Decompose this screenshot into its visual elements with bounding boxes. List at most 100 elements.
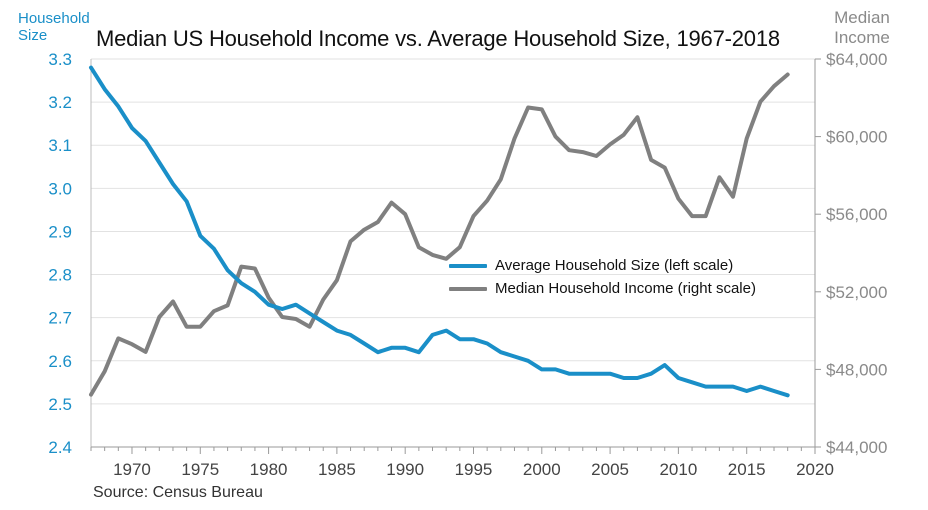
left-tick-label: 2.8: [48, 266, 72, 285]
data-point-household-size: [499, 350, 503, 354]
data-point-median-income: [403, 212, 407, 216]
data-point-median-income: [717, 175, 721, 179]
x-tick-label: 2005: [591, 460, 629, 479]
data-point-median-income: [239, 265, 243, 269]
data-point-household-size: [676, 376, 680, 380]
legend-item-median-income: Median Household Income (right scale): [449, 277, 756, 300]
data-point-household-size: [321, 320, 325, 324]
x-tick-label: 2015: [728, 460, 766, 479]
data-point-household-size: [758, 385, 762, 389]
data-point-household-size: [431, 333, 435, 337]
data-point-household-size: [553, 367, 557, 371]
data-point-household-size: [417, 350, 421, 354]
data-point-median-income: [321, 298, 325, 302]
data-point-median-income: [676, 197, 680, 201]
chart-legend: Average Household Size (left scale) Medi…: [449, 254, 756, 300]
data-point-household-size: [772, 389, 776, 393]
data-point-household-size: [526, 359, 530, 363]
data-point-household-size: [731, 385, 735, 389]
source-note: Source: Census Bureau: [93, 484, 263, 501]
legend-swatch-median-income: [449, 286, 487, 291]
data-point-household-size: [745, 389, 749, 393]
data-point-median-income: [567, 148, 571, 152]
data-point-median-income: [608, 142, 612, 146]
data-point-household-size: [308, 311, 312, 315]
data-point-household-size: [267, 303, 271, 307]
data-point-household-size: [362, 342, 366, 346]
left-axis-label: Household Size: [18, 10, 90, 44]
data-point-median-income: [212, 309, 216, 313]
data-point-median-income: [185, 325, 189, 329]
data-point-median-income: [731, 195, 735, 199]
left-tick-label: 2.9: [48, 222, 72, 241]
data-point-household-size: [622, 376, 626, 380]
data-point-median-income: [116, 336, 120, 340]
left-tick-label: 2.7: [48, 309, 72, 328]
data-point-median-income: [635, 115, 639, 119]
data-point-household-size: [594, 372, 598, 376]
left-tick-label: 3.2: [48, 93, 72, 112]
data-point-median-income: [253, 267, 257, 271]
data-point-median-income: [444, 257, 448, 261]
legend-label-median-income: Median Household Income (right scale): [495, 280, 756, 297]
data-point-household-size: [198, 234, 202, 238]
data-point-household-size: [512, 354, 516, 358]
left-tick-label: 3.0: [48, 179, 72, 198]
data-point-median-income: [512, 137, 516, 141]
data-point-median-income: [622, 133, 626, 137]
data-point-median-income: [349, 239, 353, 243]
data-point-median-income: [485, 199, 489, 203]
right-tick-label: $56,000: [826, 205, 887, 224]
data-point-household-size: [704, 385, 708, 389]
data-point-median-income: [704, 214, 708, 218]
data-point-median-income: [786, 73, 790, 77]
legend-swatch-household-size: [449, 263, 487, 268]
series-line-median-income: [89, 72, 790, 397]
data-point-median-income: [308, 325, 312, 329]
data-point-median-income: [130, 342, 134, 346]
data-point-household-size: [717, 385, 721, 389]
right-tick-label: $64,000: [826, 50, 887, 69]
data-point-household-size: [335, 329, 339, 333]
data-point-household-size: [116, 104, 120, 108]
data-point-median-income: [526, 106, 530, 109]
right-tick-label: $60,000: [826, 128, 887, 147]
data-point-household-size: [540, 367, 544, 371]
data-point-household-size: [376, 350, 380, 354]
data-point-median-income: [376, 220, 380, 224]
data-point-median-income: [581, 150, 585, 154]
x-tick-label: 1975: [181, 460, 219, 479]
series-line-household-size: [89, 65, 790, 398]
data-point-median-income: [89, 393, 93, 397]
data-point-household-size: [157, 160, 161, 164]
left-tick-label: 2.5: [48, 395, 72, 414]
data-point-household-size: [581, 372, 585, 376]
data-point-household-size: [226, 268, 230, 272]
data-point-household-size: [567, 372, 571, 376]
data-point-median-income: [294, 317, 298, 321]
data-point-household-size: [89, 66, 93, 70]
data-point-median-income: [772, 84, 776, 88]
data-point-median-income: [417, 245, 421, 249]
legend-item-household-size: Average Household Size (left scale): [449, 254, 756, 277]
right-tick-label: $48,000: [826, 360, 887, 379]
data-point-household-size: [471, 337, 475, 341]
data-point-median-income: [390, 201, 394, 205]
data-point-household-size: [171, 182, 175, 186]
data-point-household-size: [144, 139, 148, 143]
left-tick-label: 3.3: [48, 50, 72, 69]
data-point-median-income: [745, 137, 749, 141]
data-point-household-size: [185, 199, 189, 203]
x-tick-label: 2020: [796, 460, 834, 479]
left-tick-label: 3.1: [48, 136, 72, 155]
data-point-household-size: [130, 126, 134, 130]
data-point-household-size: [663, 363, 667, 367]
data-point-median-income: [157, 315, 161, 319]
data-point-median-income: [553, 135, 557, 139]
data-point-median-income: [758, 100, 762, 104]
data-point-median-income: [690, 214, 694, 218]
data-point-median-income: [471, 214, 475, 218]
data-point-median-income: [431, 253, 435, 257]
data-point-household-size: [635, 376, 639, 380]
